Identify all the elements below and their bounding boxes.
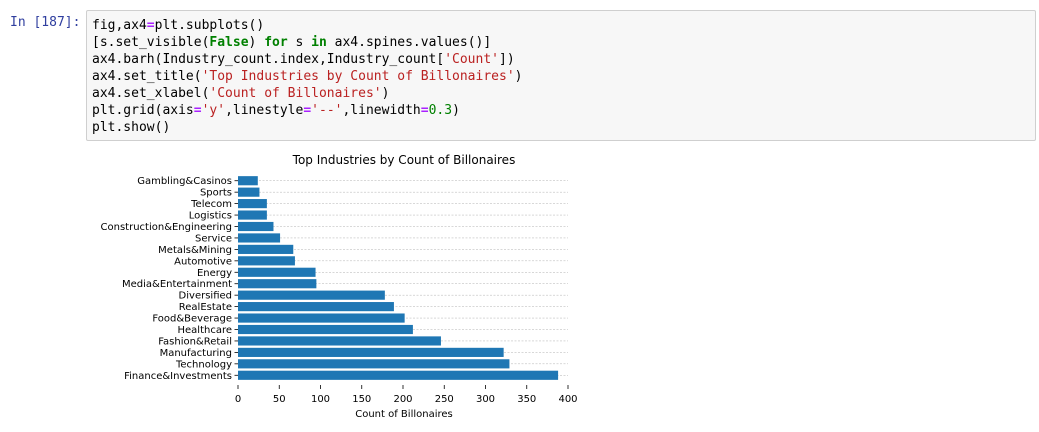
- bar-sports: [238, 188, 259, 197]
- code-token: '--': [311, 103, 342, 118]
- bar-fashion-retail: [238, 336, 441, 345]
- y-tick-label: Automotive: [174, 256, 232, 267]
- code-token: [s.set_visible(: [92, 35, 209, 50]
- y-tick-label: Food&Beverage: [152, 314, 232, 325]
- code-token: fig,ax4: [92, 18, 147, 33]
- y-tick-label: Metals&Mining: [158, 245, 232, 256]
- bar-finance-investments: [238, 371, 558, 380]
- y-tick-label: Manufacturing: [160, 348, 232, 359]
- x-tick-label: 0: [235, 394, 241, 405]
- x-tick-label: 300: [476, 394, 495, 405]
- bar-metals-mining: [238, 245, 293, 254]
- code-token: ]): [499, 52, 515, 67]
- x-axis-label: Count of Billonaires: [355, 409, 453, 420]
- code-token: 'Count': [444, 52, 499, 67]
- code-line: plt.show(): [92, 119, 1035, 136]
- code-token: ,linewidth: [342, 103, 420, 118]
- bar-chart: Top Industries by Count of Billonaires F…: [86, 141, 1036, 428]
- y-tick-label: Service: [195, 233, 232, 244]
- code-token: ): [249, 35, 265, 50]
- code-token: ): [452, 103, 460, 118]
- bar-logistics: [238, 210, 267, 219]
- code-token: =: [194, 103, 202, 118]
- y-tick-label: Gambling&Casinos: [137, 176, 232, 187]
- bar-diversified: [238, 291, 385, 300]
- y-tick-label: RealEstate: [179, 302, 232, 313]
- code-token: 'Top Industries by Count of Billonaires': [202, 69, 515, 84]
- code-token: ): [515, 69, 523, 84]
- cell-output: Top Industries by Count of Billonaires F…: [86, 141, 1036, 428]
- bar-gambling-casinos: [238, 176, 258, 185]
- y-tick-label: Healthcare: [177, 325, 232, 336]
- code-input-cell[interactable]: fig,ax4=plt.subplots() [s.set_visible(Fal…: [86, 10, 1036, 141]
- code-token: ax4.set_title(: [92, 69, 202, 84]
- code-token: =: [147, 18, 155, 33]
- y-tick-label: Technology: [175, 359, 232, 370]
- code-token: s: [288, 35, 311, 50]
- code-token: 0.3: [429, 103, 452, 118]
- bar-telecom: [238, 199, 267, 208]
- cell-prompt: In [187]:: [10, 15, 80, 30]
- code-token: =: [303, 103, 311, 118]
- bar-service: [238, 233, 280, 242]
- code-token: ax4.set_xlabel(: [92, 86, 209, 101]
- y-tick-label: Telecom: [190, 199, 232, 210]
- y-tick-label: Fashion&Retail: [158, 336, 232, 347]
- code-token: False: [209, 35, 248, 50]
- x-tick-label: 50: [273, 394, 286, 405]
- code-token: 'Count of Billonaires': [209, 86, 381, 101]
- bar-manufacturing: [238, 348, 504, 357]
- bar-media-entertainment: [238, 279, 316, 288]
- y-tick-label: Media&Entertainment: [122, 279, 232, 290]
- x-tick-label: 250: [435, 394, 454, 405]
- code-token: =: [421, 103, 429, 118]
- y-tick-label: Sports: [200, 188, 232, 199]
- y-tick-label: Finance&Investments: [124, 371, 232, 382]
- code-line: ax4.barh(Industry_count.index,Industry_c…: [92, 51, 1035, 68]
- code-line: [s.set_visible(False) for s in ax4.spine…: [92, 34, 1035, 51]
- bar-energy: [238, 268, 316, 277]
- code-token: plt.subplots(): [155, 18, 265, 33]
- code-token: ax4.barh(Industry_count.index,Industry_c…: [92, 52, 444, 67]
- code-line: fig,ax4=plt.subplots(): [92, 17, 1035, 34]
- code-token: 'y': [202, 103, 225, 118]
- code-token: for: [264, 35, 287, 50]
- code-token: plt.grid(axis: [92, 103, 194, 118]
- code-token: ax4.spines.values()]: [327, 35, 491, 50]
- code-token: in: [311, 35, 327, 50]
- bar-construction-engineering: [238, 222, 273, 231]
- bar-realestate: [238, 302, 394, 311]
- bar-automotive: [238, 256, 295, 265]
- code-token: plt.show(): [92, 120, 170, 135]
- x-tick-label: 350: [517, 394, 536, 405]
- y-tick-label: Energy: [197, 268, 232, 279]
- y-tick-label: Diversified: [179, 291, 232, 302]
- x-tick-label: 400: [558, 394, 577, 405]
- code-token: ): [382, 86, 390, 101]
- y-tick-label: Construction&Engineering: [101, 222, 232, 233]
- code-token: ,linestyle: [225, 103, 303, 118]
- code-line: ax4.set_xlabel('Count of Billonaires'): [92, 85, 1035, 102]
- chart-title: Top Industries by Count of Billonaires: [292, 153, 516, 167]
- x-tick-label: 100: [311, 394, 330, 405]
- y-tick-label: Logistics: [189, 211, 232, 222]
- x-tick-label: 150: [352, 394, 371, 405]
- code-line: ax4.set_title('Top Industries by Count o…: [92, 68, 1035, 85]
- bar-food-beverage: [238, 313, 405, 322]
- code-line: plt.grid(axis='y',linestyle='--',linewid…: [92, 102, 1035, 119]
- bar-healthcare: [238, 325, 413, 334]
- x-tick-label: 200: [393, 394, 412, 405]
- bar-technology: [238, 359, 509, 368]
